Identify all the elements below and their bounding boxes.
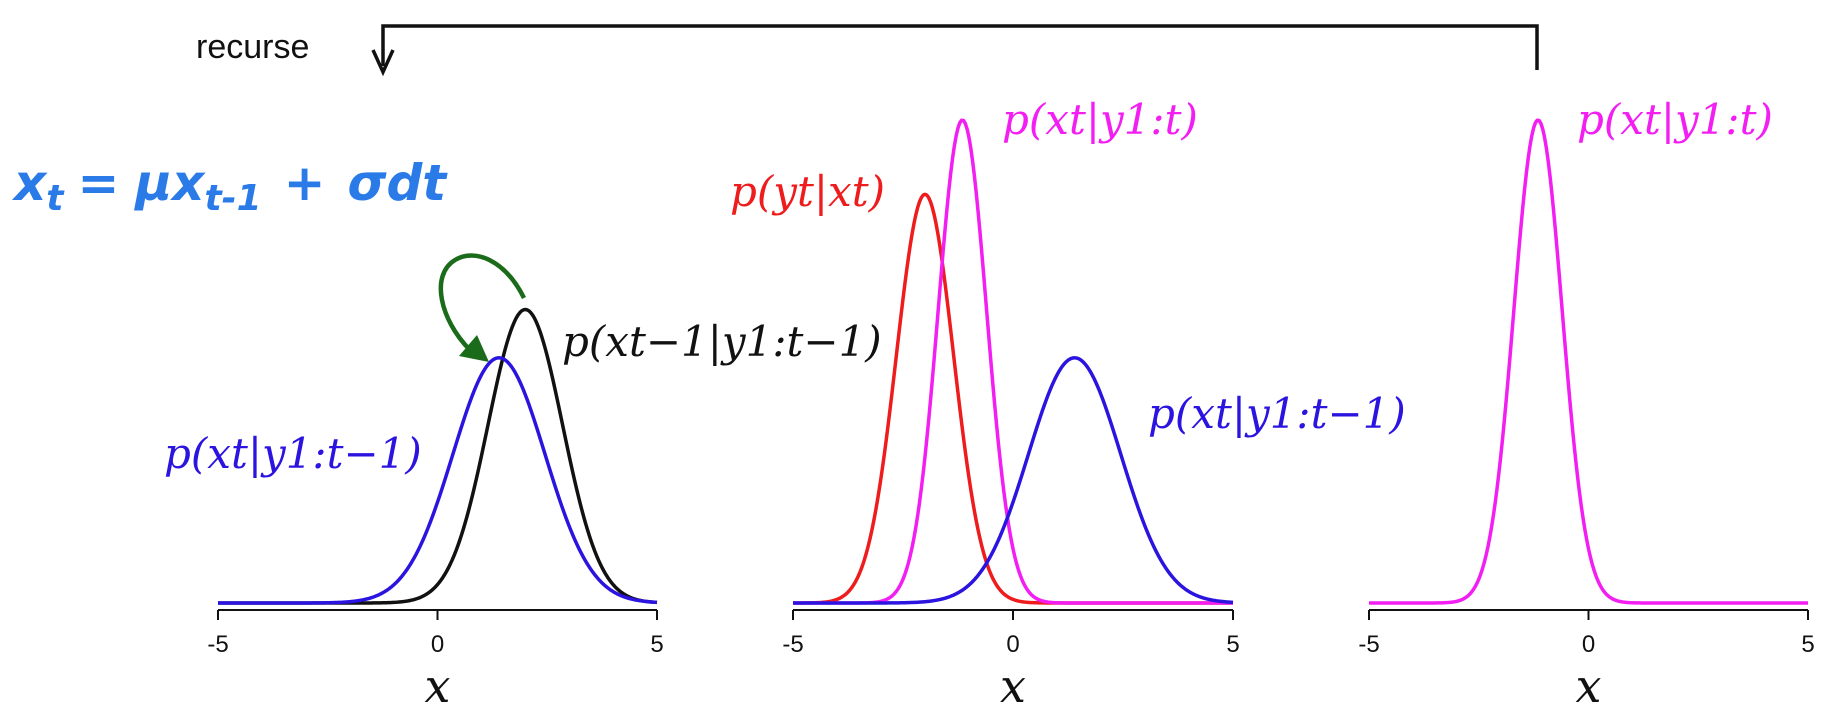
predict-arrow bbox=[438, 253, 527, 362]
eq-mu: μx bbox=[133, 154, 206, 212]
curve-magenta bbox=[1369, 118, 1808, 605]
x-tick-label: -5 bbox=[1358, 631, 1379, 658]
x-tick-label: 5 bbox=[1226, 631, 1239, 658]
x-axis-label: x bbox=[1000, 659, 1026, 713]
label-predictive-middle: p(xt|y1:t−1) bbox=[1148, 389, 1406, 438]
x-tick-label: 5 bbox=[650, 631, 663, 658]
x-tick-label: 0 bbox=[431, 631, 444, 658]
x-axis-label: x bbox=[425, 659, 451, 713]
curve-blue bbox=[218, 356, 658, 605]
handwritten-equation: xt = μxt-1 + σdt bbox=[11, 154, 448, 219]
eq-sigma: σdt bbox=[348, 154, 449, 212]
eq-sub-t: t bbox=[46, 178, 65, 219]
curve-blue bbox=[793, 356, 1234, 605]
label-prior-posterior: p(xt−1|y1:t−1) bbox=[562, 317, 882, 366]
x-tick-label: 0 bbox=[1582, 631, 1595, 658]
charts-group: -5 0 5 x -5 0 5 x -5 0 5 x bbox=[207, 118, 1815, 713]
eq-sub-t1: t-1 bbox=[204, 178, 261, 219]
x-tick-label: 5 bbox=[1801, 631, 1814, 658]
label-predictive-left: p(xt|y1:t−1) bbox=[164, 429, 422, 478]
x-tick-label: -5 bbox=[782, 631, 803, 658]
label-posterior-right: p(xt|y1:t) bbox=[1577, 95, 1773, 144]
recurse-arrow bbox=[371, 24, 1539, 77]
recurse-label: recurse bbox=[196, 28, 309, 66]
x-tick-label: -5 bbox=[207, 631, 228, 658]
x-axis-label: x bbox=[1576, 659, 1602, 713]
label-posterior-middle: p(xt|y1:t) bbox=[1002, 95, 1198, 144]
x-tick-label: 0 bbox=[1006, 631, 1019, 658]
handwritten-equation-text: xt = μxt-1 + σdt bbox=[11, 154, 448, 219]
eq-plus: + bbox=[284, 154, 326, 212]
eq-eq: = bbox=[77, 154, 119, 212]
eq-x: x bbox=[11, 154, 48, 212]
label-likelihood: p(yt|xt) bbox=[730, 167, 885, 216]
